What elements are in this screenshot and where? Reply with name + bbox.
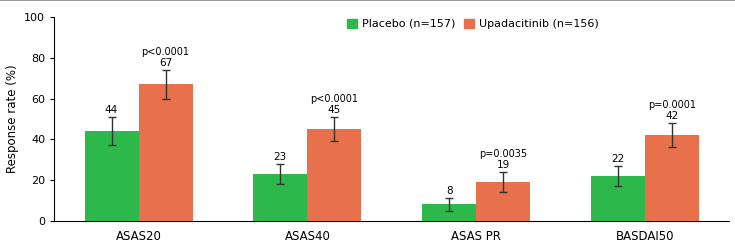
Text: p<0.0001: p<0.0001 [310,94,359,104]
Text: p=0.0035: p=0.0035 [479,149,527,159]
Text: p=0.0001: p=0.0001 [648,100,696,110]
Bar [422,204,476,221]
Text: 67: 67 [159,58,172,68]
Text: 19: 19 [497,160,510,170]
Text: 8: 8 [446,186,453,196]
Legend: Placebo (n=157), Upadacitinib (n=156): Placebo (n=157), Upadacitinib (n=156) [348,18,598,29]
Text: 23: 23 [273,152,287,162]
Bar [139,84,193,221]
Bar [476,182,530,221]
Y-axis label: Response rate (%): Response rate (%) [6,64,18,173]
Bar [307,129,362,221]
Bar [591,176,645,221]
Text: 42: 42 [665,111,678,121]
Bar [85,131,139,221]
Text: p<0.0001: p<0.0001 [142,47,190,57]
Text: 44: 44 [105,105,118,115]
Text: 22: 22 [612,154,625,164]
Bar [645,135,699,221]
Bar [254,174,307,221]
Text: 45: 45 [328,105,341,115]
